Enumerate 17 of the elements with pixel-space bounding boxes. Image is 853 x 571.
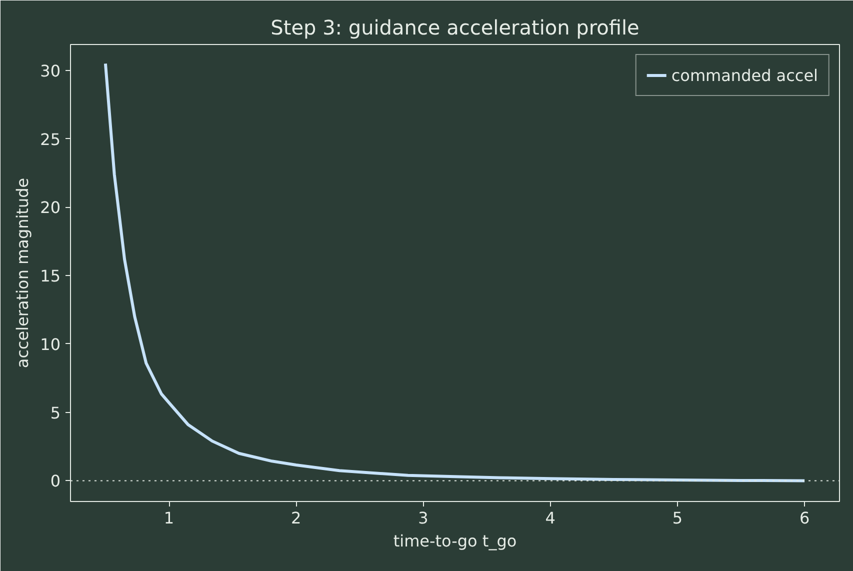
x-tick-label: 2 [291, 508, 302, 528]
x-axis-title: time-to-go t_go [393, 532, 517, 550]
y-tick-label: 30 [40, 61, 60, 80]
x-tick-label: 6 [799, 508, 810, 528]
y-tick-label: 0 [50, 472, 61, 491]
y-tick-label: 10 [40, 334, 60, 354]
y-tick-label: 15 [40, 266, 60, 286]
y-tick-label: 25 [40, 130, 60, 149]
y-tick-label: 20 [40, 198, 60, 218]
legend-label: commanded accel [671, 66, 818, 84]
chart-title: Step 3: guidance acceleration profile [270, 16, 640, 40]
x-tick-label: 4 [545, 508, 556, 528]
y-axis-title: acceleration magnitude [13, 178, 32, 368]
x-tick-label: 3 [418, 508, 428, 528]
y-tick-label: 5 [50, 403, 61, 422]
x-tick-label: 5 [672, 508, 683, 528]
x-tick-label: 1 [164, 508, 174, 528]
